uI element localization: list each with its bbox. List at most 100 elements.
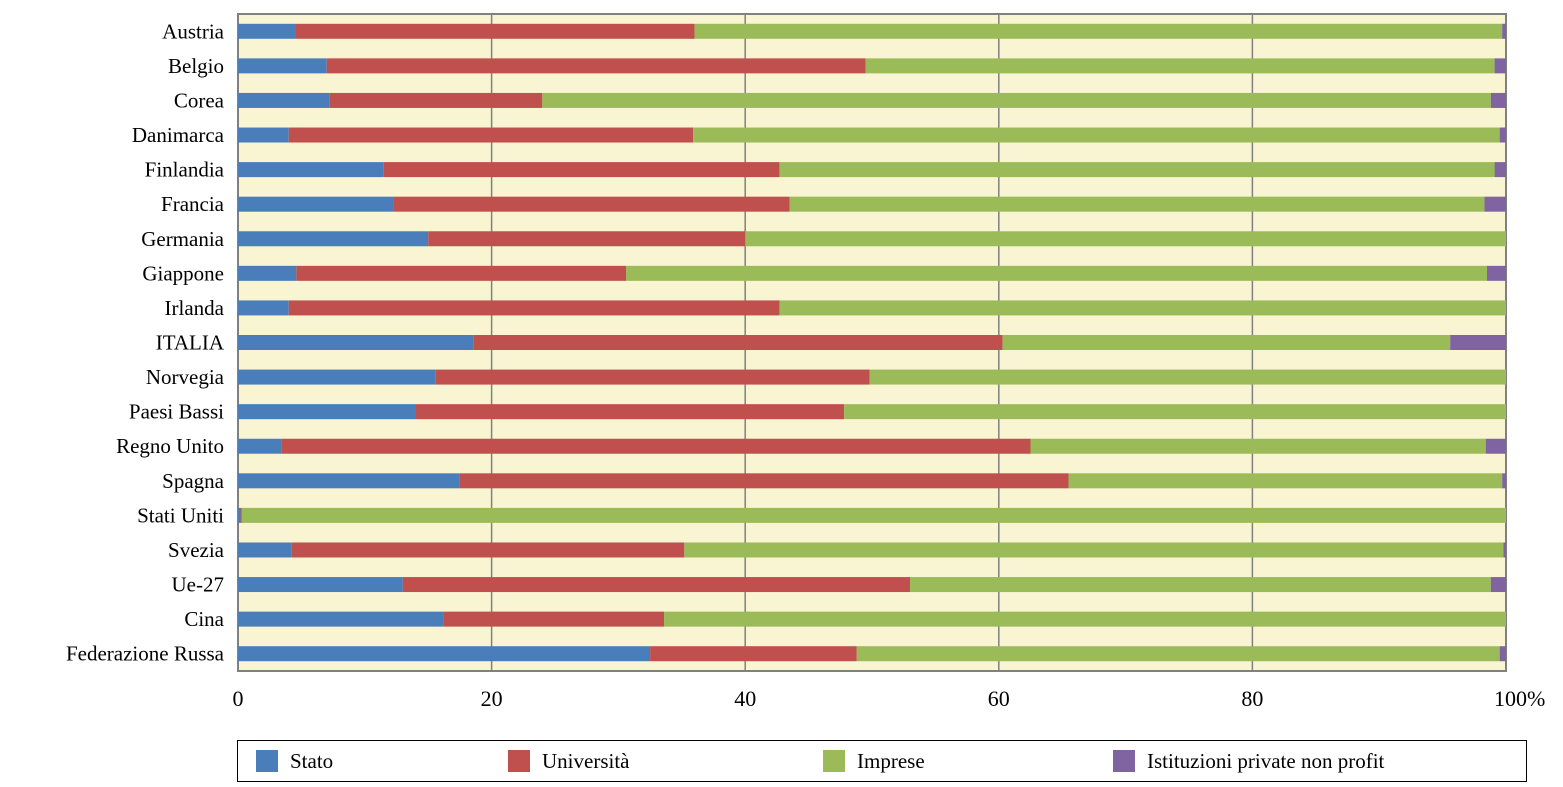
- bar-segment: [238, 162, 384, 178]
- bar-segment: [1485, 438, 1506, 454]
- bar-segment: [1494, 162, 1506, 178]
- legend-label: Stato: [290, 748, 334, 773]
- category-label: Danimarca: [132, 123, 225, 147]
- category-label: Spagna: [162, 469, 225, 493]
- x-axis: 0 20 40 60 80 100%: [233, 686, 1546, 711]
- legend-item-stato: Stato: [256, 741, 333, 781]
- bar-segment: [238, 369, 436, 385]
- bar-segment: [779, 300, 1506, 316]
- bar-segment: [238, 611, 444, 627]
- bar-segment: [865, 58, 1495, 74]
- bar-segment: [1502, 473, 1506, 489]
- category-label: Svezia: [168, 538, 225, 562]
- bar-segment: [238, 92, 330, 108]
- bar-segment: [1486, 265, 1506, 281]
- bar-segment: [240, 507, 242, 523]
- category-label: Finlandia: [145, 158, 225, 182]
- bar-segment: [910, 577, 1491, 593]
- legend-item-imprese: Imprese: [823, 741, 925, 781]
- x-tick-label: 0: [233, 686, 244, 711]
- bar-segment: [238, 577, 403, 593]
- bar-segment: [393, 196, 790, 212]
- x-tick-label: 20: [481, 686, 503, 711]
- bar-segment: [1499, 127, 1506, 143]
- category-label: Austria: [162, 19, 225, 43]
- x-tick-label: 40: [734, 686, 756, 711]
- bar-segment: [869, 369, 1506, 385]
- legend-swatch: [508, 750, 530, 772]
- legend-label: Imprese: [857, 748, 925, 773]
- bar-segment: [1490, 92, 1506, 108]
- bar-segment: [856, 646, 1500, 662]
- bar-segment: [288, 300, 780, 316]
- bar-segment: [296, 265, 627, 281]
- bar-segment: [241, 507, 1507, 523]
- category-label: Giappone: [142, 261, 224, 285]
- bar-segment: [238, 404, 416, 420]
- category-label: Paesi Bassi: [129, 400, 224, 424]
- bar-segment: [1450, 335, 1506, 350]
- bar-segment: [779, 162, 1495, 178]
- bar-segment: [238, 335, 474, 350]
- bar-segment: [238, 127, 289, 143]
- x-tick-label: 80: [1241, 686, 1263, 711]
- bar-segment: [745, 231, 1506, 247]
- bar-segment: [542, 92, 1491, 108]
- bar-segment: [1490, 577, 1506, 593]
- bar-segment: [1030, 438, 1486, 454]
- bar-segment: [789, 196, 1485, 212]
- category-label: Francia: [161, 192, 225, 216]
- bar-segment: [1068, 473, 1503, 489]
- bar-segment: [402, 577, 911, 593]
- legend-item-istituzioni: Istituzioni private non profit: [1113, 741, 1384, 781]
- category-label: Germania: [141, 227, 224, 251]
- bar-segment: [459, 473, 1069, 489]
- bars: [238, 23, 1507, 662]
- bar-segment: [626, 265, 1487, 281]
- bar-segment: [238, 507, 241, 523]
- category-label: Corea: [174, 88, 225, 112]
- bar-segment: [694, 23, 1503, 39]
- category-label: Irlanda: [165, 296, 225, 320]
- legend-swatch: [823, 750, 845, 772]
- bar-segment: [326, 58, 866, 74]
- bar-segment: [238, 23, 296, 39]
- x-tick-label: 60: [988, 686, 1010, 711]
- bar-segment: [473, 335, 1003, 350]
- bar-segment: [435, 369, 870, 385]
- legend-item-universita: Università: [508, 741, 629, 781]
- bar-segment: [238, 265, 297, 281]
- bar-segment: [1002, 335, 1451, 350]
- bar-segment: [684, 542, 1504, 558]
- category-label: Regno Unito: [116, 434, 224, 458]
- bar-segment: [844, 404, 1506, 420]
- bar-segment: [415, 404, 845, 420]
- bar-segment: [238, 473, 460, 489]
- bar-segment: [238, 196, 394, 212]
- bar-segment: [1503, 542, 1506, 558]
- bar-segment: [238, 58, 327, 74]
- bar-segment: [428, 231, 746, 247]
- bar-segment: [1499, 646, 1506, 662]
- bar-segment: [664, 611, 1506, 627]
- bar-segment: [238, 646, 651, 662]
- bar-segment: [1484, 196, 1506, 212]
- category-label: Federazione Russa: [66, 642, 225, 666]
- bar-segment: [650, 646, 857, 662]
- bar-segment: [288, 127, 694, 143]
- bar-segment: [329, 92, 543, 108]
- category-labels: Austria Belgio Corea Danimarca Finlandia Fran…: [66, 19, 225, 665]
- category-label: Belgio: [168, 54, 224, 78]
- bar-segment: [238, 542, 292, 558]
- legend: Stato Università Imprese Istituzioni pri…: [237, 740, 1527, 782]
- legend-label: Istituzioni private non profit: [1147, 748, 1385, 773]
- bar-segment: [1502, 23, 1506, 39]
- legend-label: Università: [542, 748, 630, 773]
- bar-segment: [383, 162, 780, 178]
- bar-segment: [1494, 58, 1506, 74]
- category-label: ITALIA: [156, 331, 225, 355]
- bar-segment: [281, 438, 1031, 454]
- category-label: Cina: [184, 607, 224, 631]
- category-label: Ue-27: [172, 573, 224, 597]
